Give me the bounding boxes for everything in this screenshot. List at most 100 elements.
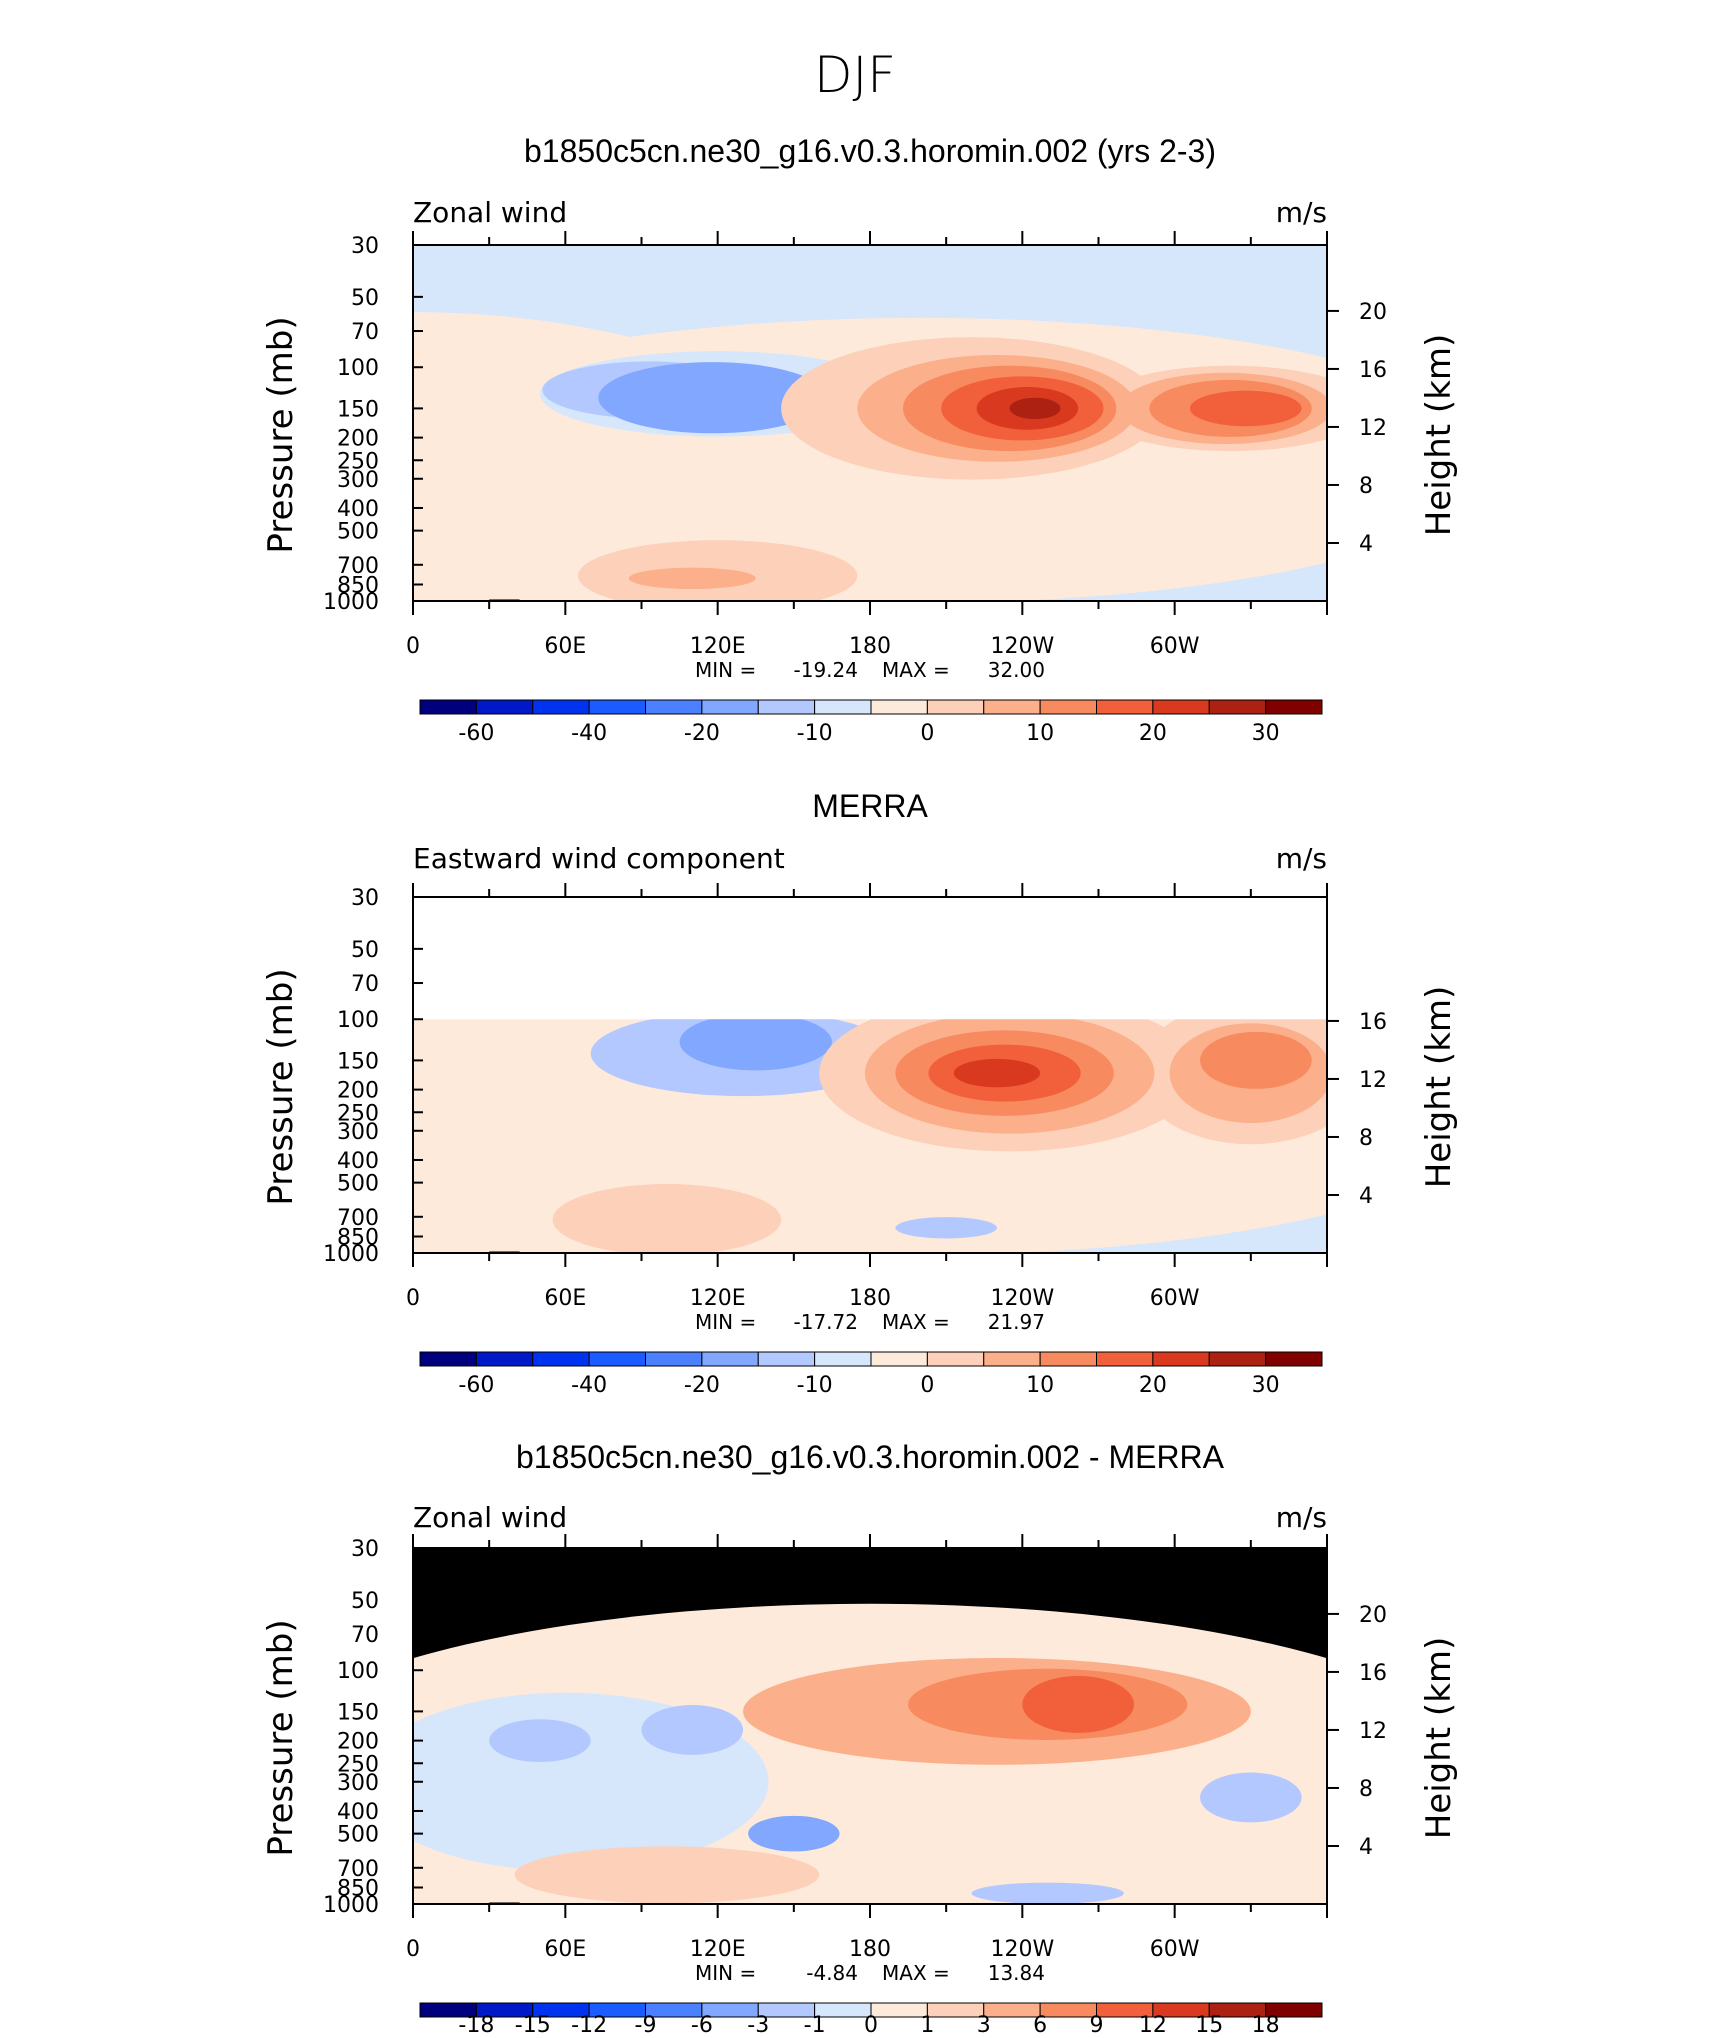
y-tick-label: 100 — [337, 356, 379, 381]
contour-field — [413, 245, 1327, 601]
y-tick-label: 850 — [337, 1877, 379, 1902]
max-value: 13.84 — [988, 1961, 1045, 1985]
max-label: MAX = — [882, 1961, 950, 1985]
colorbar-label: -1 — [804, 2013, 826, 2038]
colorbar-swatch — [1096, 699, 1154, 715]
x-tick-label: 120W — [990, 634, 1054, 659]
units-label: m/s — [1276, 842, 1327, 875]
panel-1: b1850c5cn.ne30_g16.v0.3.horomin.002 (yrs… — [261, 133, 1459, 746]
x-tick-label: 60W — [1150, 1937, 1200, 1962]
colorbar-swatch — [870, 2002, 928, 2018]
colorbar-label: -10 — [797, 1373, 833, 1398]
y-tick-label: 200 — [337, 427, 379, 452]
y-tick-label: 50 — [351, 1589, 379, 1614]
colorbar-label: -9 — [635, 2013, 657, 2038]
x-tick-label: 60E — [544, 634, 586, 659]
colorbar-swatch — [1152, 1351, 1210, 1367]
colorbar-label: 30 — [1252, 1373, 1280, 1398]
contour-region — [598, 362, 827, 434]
y-tick-label: 400 — [337, 497, 379, 522]
colorbar-swatch — [1208, 1351, 1267, 1367]
x-tick-label: 120E — [690, 1286, 746, 1311]
colorbar-swatch — [926, 1351, 985, 1367]
min-value: -4.84 — [806, 1961, 858, 1985]
y-tick-label: 50 — [351, 938, 379, 963]
colorbar-label: -20 — [684, 1373, 720, 1398]
y2-tick-label: 16 — [1359, 1661, 1387, 1686]
contour-region — [679, 1013, 832, 1071]
colorbar-swatch — [926, 2002, 985, 2018]
colorbar-swatch — [701, 699, 759, 715]
y-tick-label: 50 — [351, 286, 379, 311]
colorbar-label: -40 — [571, 1373, 607, 1398]
colorbar-label: 15 — [1195, 2013, 1223, 2038]
y-tick-label: 100 — [337, 1659, 379, 1684]
panels: b1850c5cn.ne30_g16.v0.3.horomin.002 (yrs… — [261, 133, 1459, 2038]
y2-tick-label: 20 — [1359, 1603, 1387, 1628]
variable-label: Zonal wind — [413, 196, 567, 229]
colorbar-swatch — [1152, 699, 1210, 715]
colorbar-swatch — [1039, 2002, 1097, 2018]
colorbar-label: -20 — [684, 721, 720, 746]
min-label: MIN = — [695, 1310, 756, 1334]
colorbar-swatch — [588, 699, 646, 715]
colorbar-swatch — [926, 699, 985, 715]
x-tick-label: 60E — [544, 1286, 586, 1311]
contour-region — [1200, 1031, 1312, 1089]
colorbar-swatch — [814, 1351, 872, 1367]
colorbar-label: 0 — [864, 2013, 878, 2038]
max-value: 32.00 — [988, 658, 1045, 682]
y-tick-label: 30 — [351, 886, 379, 911]
y-tick-label: 700 — [337, 1857, 379, 1882]
y-tick-label: 850 — [337, 1226, 379, 1251]
x-tick-label: 0 — [406, 1286, 420, 1311]
min-value: -17.72 — [794, 1310, 858, 1334]
colorbar-swatch — [814, 699, 872, 715]
x-tick-label: 60W — [1150, 634, 1200, 659]
y2-axis-title: Height (km) — [1419, 334, 1459, 537]
y-tick-label: 700 — [337, 554, 379, 579]
colorbar-label: -18 — [458, 2013, 494, 2038]
contour-region — [1200, 1772, 1302, 1823]
x-tick-label: 0 — [406, 634, 420, 659]
y-tick-label: 70 — [351, 1623, 379, 1648]
y2-tick-label: 12 — [1359, 1068, 1387, 1093]
y-tick-label: 1000 — [323, 1242, 379, 1267]
y2-tick-label: 16 — [1359, 358, 1387, 383]
variable-label: Eastward wind component — [413, 842, 785, 875]
colorbar-label: 30 — [1252, 721, 1280, 746]
y-tick-label: 150 — [337, 1049, 379, 1074]
y-tick-label: 200 — [337, 1730, 379, 1755]
colorbar-swatch — [870, 699, 928, 715]
colorbar-label: 9 — [1090, 2013, 1104, 2038]
colorbar-swatch — [532, 699, 590, 715]
missing-data-region — [413, 897, 1327, 1020]
units-label: m/s — [1276, 1501, 1327, 1534]
y-tick-label: 250 — [337, 1752, 379, 1777]
main-title: DJF — [814, 46, 896, 104]
colorbar-swatch — [419, 699, 477, 715]
y-tick-label: 200 — [337, 1079, 379, 1104]
x-tick-label: 120W — [990, 1937, 1054, 1962]
y-tick-label: 250 — [337, 1101, 379, 1126]
x-tick-label: 60E — [544, 1937, 586, 1962]
contour-region — [1009, 397, 1061, 420]
y2-tick-label: 12 — [1359, 1719, 1387, 1744]
contour-field — [413, 897, 1327, 1253]
min-value: -19.24 — [794, 658, 858, 682]
contour-region — [514, 1846, 820, 1904]
colorbar-swatch — [532, 1351, 590, 1367]
y2-tick-label: 8 — [1359, 1777, 1373, 1802]
y-tick-label: 30 — [351, 1537, 379, 1562]
y-tick-label: 250 — [337, 449, 379, 474]
colorbar-label: -12 — [571, 2013, 607, 2038]
max-value: 21.97 — [988, 1310, 1045, 1334]
colorbar-label: 6 — [1033, 2013, 1047, 2038]
colorbar-swatch — [645, 699, 703, 715]
contour-field — [413, 1548, 1327, 1904]
colorbar-swatch — [1265, 1351, 1323, 1367]
contour-region — [552, 1184, 782, 1253]
panel-title: b1850c5cn.ne30_g16.v0.3.horomin.002 - ME… — [516, 1439, 1225, 1475]
y-tick-label: 500 — [337, 520, 379, 545]
